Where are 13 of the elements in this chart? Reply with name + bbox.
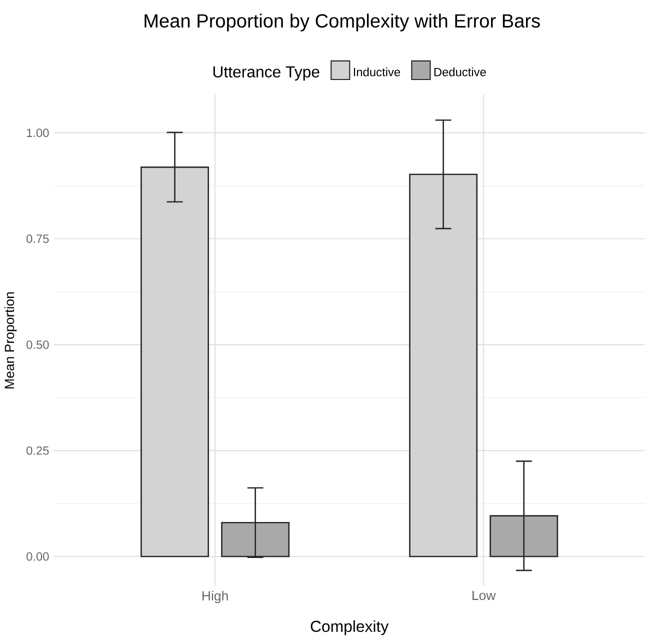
- legend-label: Inductive: [354, 68, 400, 77]
- legend-title: Utterance Type: [213, 66, 320, 81]
- y-tick-label: 0.75: [26, 234, 49, 244]
- y-tick-label: 0.25: [26, 446, 49, 456]
- x-tick-label: High: [202, 591, 228, 604]
- y-tick-label: 0.00: [26, 552, 49, 561]
- x-tick-label: Low: [472, 591, 496, 600]
- y-tick-label: 0.50: [26, 340, 49, 350]
- x-axis-title: Complexity: [310, 620, 389, 636]
- y-tick-label: 1.00: [26, 128, 49, 138]
- legend-label: Deductive: [434, 68, 486, 77]
- y-axis-title: Mean Proportion: [4, 292, 17, 389]
- chart-title: Mean Proportion by Complexity with Error Bars: [144, 14, 540, 32]
